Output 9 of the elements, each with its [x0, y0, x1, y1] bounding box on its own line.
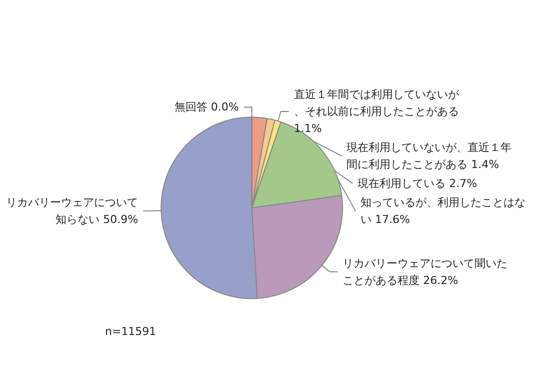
data-label: 1.1% — [294, 122, 322, 135]
slice-label: 現在利用していないが、直近１年間に利用したことがある 1.4% — [346, 140, 512, 171]
slice-label: 知っているが、利用したことはない 17.6% — [360, 196, 526, 226]
slice-label: 直近１年間では利用していないが、それ以前に利用したことがある — [294, 88, 462, 118]
slice-label: リカバリーウェアについて知らない 50.9% — [6, 196, 138, 226]
legend-label: 無回答 0.0% — [174, 100, 239, 114]
slice-label: リカバリーウェアについて聞いたことがある程度 26.2% — [342, 256, 508, 287]
slice-label: 現在利用している 2.7% — [358, 176, 478, 190]
text: n=11591 — [105, 325, 156, 338]
